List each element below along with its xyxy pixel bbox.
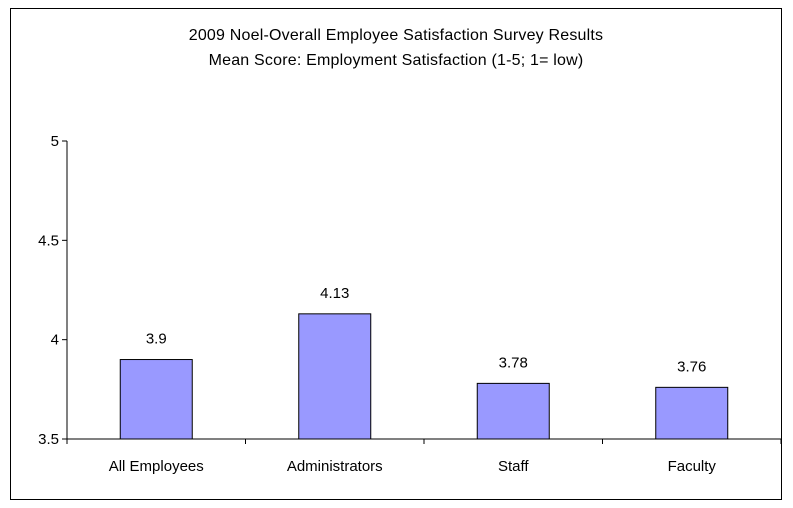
category-label: All Employees (109, 458, 204, 475)
chart-title: 2009 Noel-Overall Employee Satisfaction … (188, 27, 604, 44)
bar-value-label: 3.9 (146, 331, 167, 348)
bar-chart: 3.5 4 4.5 5 3.9 All Employees 4.13 Administrato… (38, 133, 781, 475)
y-tick-label: 4.5 (38, 232, 59, 249)
bar-value-label: 3.76 (677, 358, 706, 375)
y-tick-label: 4 (51, 332, 59, 349)
y-tick-label: 3.5 (38, 431, 59, 448)
bar (298, 313, 372, 440)
chart-subtitle: Mean Score: Employment Satisfaction (1-5… (208, 52, 584, 69)
category-label: Administrators (287, 458, 383, 475)
bar-value-label: 3.78 (499, 354, 528, 371)
category-label: Staff (498, 458, 529, 475)
bar (655, 386, 729, 440)
category-label: Faculty (668, 458, 717, 475)
chart-title-block: 2009 Noel-Overall Employee Satisfaction … (11, 23, 781, 73)
chart-frame: 2009 Noel-Overall Employee Satisfaction … (10, 8, 782, 500)
bar (119, 359, 193, 440)
y-tick-label: 5 (51, 133, 59, 150)
bar-value-label: 4.13 (320, 285, 349, 302)
bar (476, 382, 550, 440)
